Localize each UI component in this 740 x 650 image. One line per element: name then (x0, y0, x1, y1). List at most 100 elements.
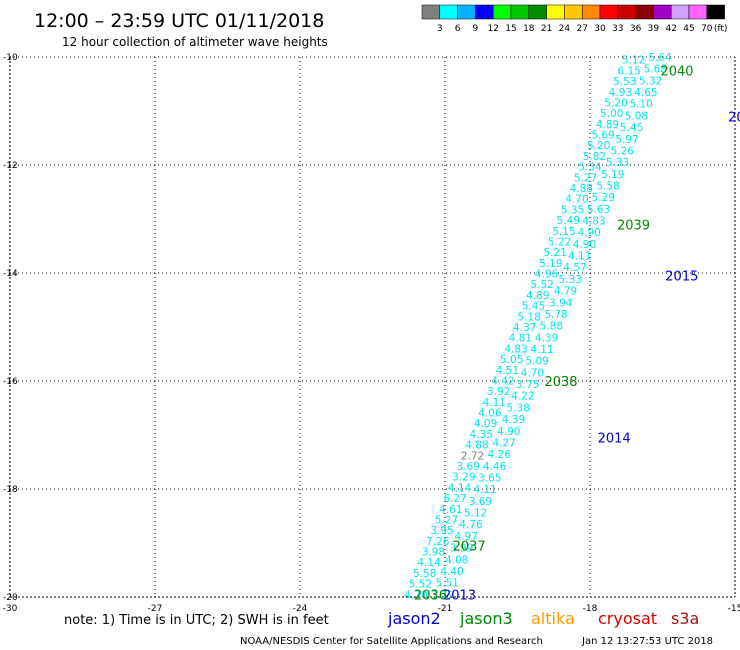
swh-value: 5.10 (629, 99, 652, 111)
color-swatch (510, 4, 530, 20)
plot-frame (9, 56, 736, 598)
color-swatch (635, 4, 654, 20)
swh-value: 5.34 (578, 162, 602, 174)
chart-subtitle: 12 hour collection of altimeter wave hei… (62, 35, 328, 49)
swh-value: 4.11 (483, 397, 506, 409)
swh-value: 5.26 (611, 145, 635, 157)
swh-value: 3.99 (450, 543, 473, 555)
swh-value: 5.27 (574, 172, 597, 184)
color-scale-label: 9 (473, 24, 479, 34)
color-swatch (475, 4, 494, 20)
swh-value: 4.76 (459, 519, 483, 531)
swh-value: 4.89 (526, 290, 549, 302)
swh-value: 5.38 (507, 402, 530, 414)
swh-value: 4.83 (504, 343, 527, 355)
swh-value: 4.93 (609, 87, 632, 99)
color-swatch (492, 4, 512, 20)
swh-value: 5.32 (639, 75, 662, 87)
swh-value: 5.19 (539, 258, 562, 270)
swh-value: 4.57 (563, 262, 586, 274)
swh-value: 3.65 (478, 472, 501, 484)
swh-value: 5.19 (601, 169, 624, 181)
swh-value: 5.33 (606, 157, 629, 169)
swh-value: 5.00 (600, 108, 623, 120)
swh-value: 5.69 (591, 130, 614, 142)
swh-value: 5.82 (583, 151, 606, 163)
swh-value: 4.14 (448, 482, 472, 494)
legend-s3a: s3a (671, 609, 699, 628)
swh-value: 4.26 (488, 449, 512, 461)
swh-value: 4.51 (496, 365, 519, 377)
swh-value: 5.53 (613, 76, 636, 88)
swh-value: 4.11 (568, 251, 591, 263)
color-scale-label: 24 (559, 24, 571, 34)
pass-time-labels: 2013 2014 2015 2016 2036 2037 2038 2039 2040 (414, 65, 740, 604)
swh-value: 4.96 (535, 269, 559, 281)
swh-value: 5.15 (552, 226, 575, 238)
pass-time-label: 2015 (665, 270, 698, 285)
pass-time-label: 2014 (598, 432, 631, 447)
swh-value: 5.51 (436, 578, 459, 590)
swh-value: 5.49 (557, 215, 580, 227)
pass-time-label: 2039 (617, 218, 650, 233)
footer-timestamp: Jan 12 13:27:53 UTC 2018 (581, 636, 713, 647)
swh-value: 5.63 (587, 204, 610, 216)
legend-altika: altika (531, 609, 575, 628)
color-scale-label: 33 (612, 24, 623, 34)
swh-values: 3.795.514.404.083.994.974.765.123.694.11… (404, 52, 672, 601)
swh-value: 3.98 (422, 547, 445, 559)
color-swatch (617, 4, 636, 20)
swh-value: 4.08 (445, 554, 468, 566)
color-scale-label: 27 (576, 24, 587, 34)
swh-value: 4.06 (478, 408, 502, 420)
x-tick-label: -15 (728, 604, 740, 614)
color-scale-label: 15 (505, 24, 516, 34)
swh-value: 5.18 (517, 311, 540, 323)
color-swatch (599, 4, 619, 20)
swh-value: 5.05 (500, 354, 523, 366)
swh-value: 4.35 (470, 429, 493, 441)
color-scale-label: 45 (683, 24, 694, 34)
swh-value: 4.37 (513, 322, 536, 334)
swh-value: 5.21 (544, 247, 567, 259)
color-swatch (528, 4, 547, 20)
swh-value: 4.90 (573, 239, 596, 251)
plot-grid (9, 56, 736, 598)
swh-value: 5.08 (625, 110, 648, 122)
legend-jason2: jason2 (387, 609, 441, 628)
swh-value: 3.79 (431, 589, 454, 601)
swh-value: 5.52 (409, 579, 432, 591)
swh-value: 4.97 (455, 531, 478, 543)
swh-value: 6.15 (617, 65, 640, 77)
color-swatch (670, 4, 690, 20)
footer-credit: NOAA/NESDIS Center for Satellite Applica… (240, 636, 543, 647)
color-scale-label: 21 (541, 24, 552, 34)
swh-value: 4.81 (509, 333, 532, 345)
swh-value: 4.70 (565, 194, 588, 206)
color-swatch (564, 4, 583, 20)
y-tick-label: -16 (3, 377, 18, 387)
footer-note: note: 1) Time is in UTC; 2) SWH is in fe… (64, 613, 329, 628)
swh-value: 4.70 (521, 367, 544, 379)
color-swatch (706, 4, 725, 20)
pass-time-label: 2040 (660, 65, 693, 80)
color-swatch (457, 4, 476, 20)
y-tick-label: -18 (3, 485, 18, 495)
swh-value: 4.11 (530, 344, 553, 356)
swh-value: 4.89 (596, 119, 619, 131)
swh-value: 4.88 (465, 440, 488, 452)
swh-value: 5.09 (525, 356, 548, 368)
swh-value: 4.65 (634, 87, 657, 99)
color-scale-unit: (ft) (714, 24, 728, 34)
swh-value: 3.94 (549, 297, 573, 309)
color-swatch (546, 4, 565, 20)
color-scale: 3 6 9 12 15 18 21 24 27 30 33 36 39 42 45 70 (ft) (421, 4, 728, 34)
swh-value: 4.40 (440, 566, 463, 578)
swh-value: 4.09 (474, 418, 497, 430)
legend-cryosat: cryosat (598, 609, 657, 628)
color-swatch (581, 4, 601, 20)
swh-value: 3.75 (516, 379, 539, 391)
x-tick-label: -30 (3, 604, 18, 614)
y-tick-label: -12 (3, 161, 18, 171)
